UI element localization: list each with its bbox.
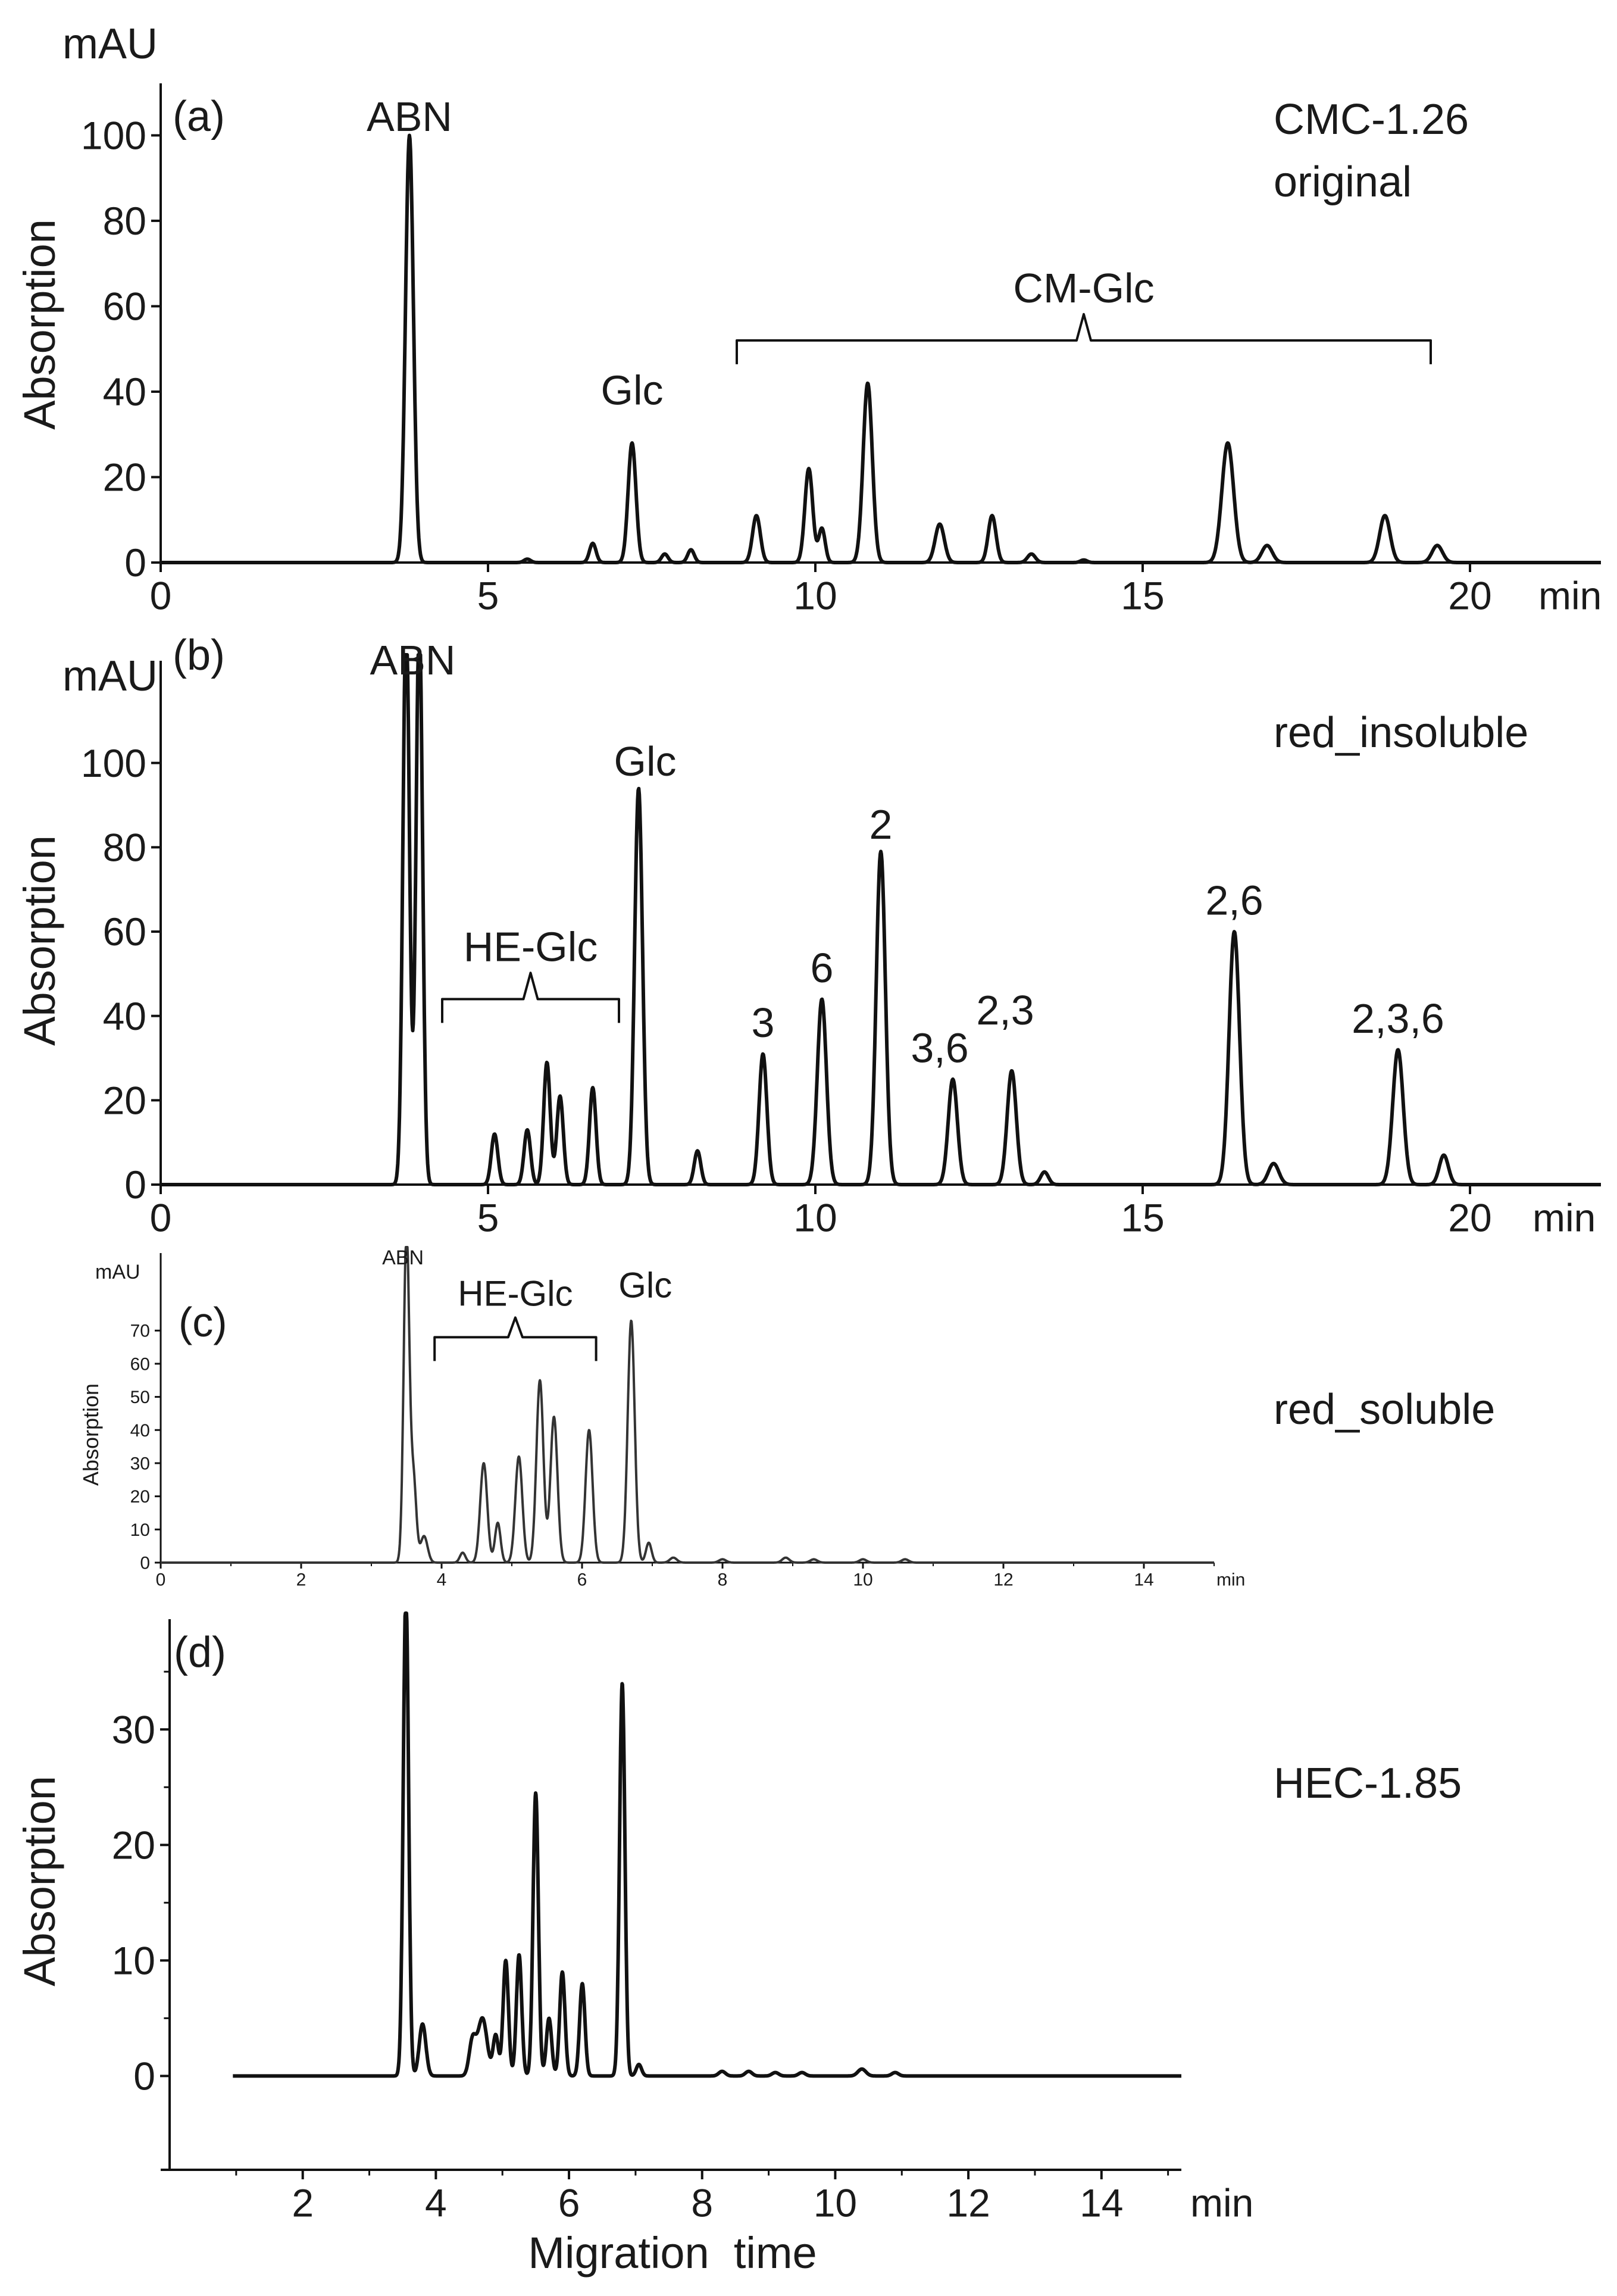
panel-c-y-axis-title: Absorption (79, 1383, 103, 1486)
panel-2-y-tick-label: 20 (130, 1487, 150, 1507)
panel-d-y-axis-title: Absorption (15, 1776, 64, 1986)
panel-d-x-axis-title: Migration time (528, 2228, 817, 2278)
panel-3-x-tick-label: 12 (946, 2181, 990, 2225)
panel-0-x-tick-label: 5 (477, 574, 499, 618)
panel-c-sample-line-1: red_soluble (1274, 1386, 1495, 1433)
panel-1-y-tick-label: 80 (103, 825, 146, 869)
panel-3-x-tick-label: 2 (292, 2181, 314, 2225)
panel-2-bracket (433, 1316, 598, 1361)
panel-b-label: (b) (173, 632, 225, 679)
panel-2-x-unit: min (1216, 1570, 1245, 1590)
panel-1-peak-label: 6 (811, 945, 834, 991)
panel-0-peak-label: ABN (367, 93, 452, 140)
panel-1-y-tick-label: 40 (103, 994, 146, 1038)
panel-0-y-tick-label: 20 (103, 455, 146, 499)
panel-1-bracket-label: HE-Glc (464, 923, 598, 970)
panel-1-peak-label: 2,3 (976, 987, 1034, 1033)
panel-b: mAU (b) Absorption red_insoluble 0204060… (15, 632, 1603, 1240)
panel-a-y-axis-title: Absorption (15, 219, 64, 430)
panel-3-y-tick-label: 30 (112, 1707, 155, 1751)
panel-c-label: (c) (179, 1299, 227, 1345)
panel-1-x-unit: min (1532, 1196, 1596, 1240)
panel-2-peak-label: ABN (382, 1247, 424, 1269)
panel-1-peak-label: 2,3,6 (1352, 995, 1444, 1042)
panel-0-y-tick-label: 40 (103, 370, 146, 414)
panel-2-x-tick-label: 14 (1134, 1570, 1153, 1590)
panel-2-y-tick-label: 10 (130, 1520, 150, 1540)
panel-2-peak-label: Glc (618, 1266, 672, 1305)
panel-0-x-tick-label: 10 (793, 574, 837, 618)
panel-d: (d) Absorption HEC-1.85 Migration time 0… (15, 1611, 1462, 2278)
panel-b-unit-label: mAU (62, 652, 158, 700)
panel-a-unit-label: mAU (62, 20, 158, 68)
panel-3-x-tick-label: 4 (425, 2181, 447, 2225)
panel-0-peak-label: Glc (601, 367, 664, 413)
panel-2-bracket-label: HE-Glc (458, 1273, 573, 1313)
panel-1-peak-label: 2,6 (1205, 877, 1263, 924)
panel-3-y-tick-label: 10 (112, 1938, 155, 1982)
panel-2-y-tick-label: 60 (130, 1354, 150, 1374)
panel-2-y-tick-label: 40 (130, 1421, 150, 1441)
panel-c-trace (159, 1246, 1215, 1564)
panel-a-sample-line-2: original (1274, 158, 1412, 206)
panel-0-y-tick-label: 100 (81, 114, 146, 158)
panel-1-y-tick-label: 100 (81, 741, 146, 785)
panel-2-x-tick-label: 6 (577, 1570, 587, 1590)
panel-0-y-tick-label: 60 (103, 285, 146, 329)
panel-0-bracket (736, 313, 1432, 364)
panel-0-x-tick-label: 15 (1121, 574, 1164, 618)
panel-1-x-tick-label: 5 (477, 1196, 499, 1240)
panel-3-y-tick-label: 0 (133, 2054, 155, 2098)
panel-0-x-tick-label: 0 (150, 574, 172, 618)
panel-d-sample-line-1: HEC-1.85 (1274, 1760, 1462, 1807)
panel-2-y-tick-label: 0 (140, 1554, 150, 1573)
panel-2-x-tick-label: 2 (296, 1570, 306, 1590)
panel-2-x-tick-label: 4 (437, 1570, 447, 1590)
panel-c: mAU (c) Absorption red_soluble 010203040… (79, 1246, 1495, 1590)
panel-b-y-axis-title: Absorption (15, 835, 64, 1046)
panel-d-label: (d) (174, 1629, 226, 1676)
panel-3-x-unit: min (1190, 2181, 1253, 2225)
panel-1-peak-label: 2 (870, 801, 893, 848)
panel-1-peak-label: 3,6 (911, 1025, 968, 1072)
panel-1-y-tick-label: 60 (103, 910, 146, 954)
panel-1-peak-label: ABN (370, 637, 456, 683)
panel-3-x-tick-label: 8 (691, 2181, 713, 2225)
panel-2-x-tick-label: 0 (156, 1570, 166, 1590)
panel-3-y-tick-label: 20 (112, 1823, 155, 1867)
panel-1-x-tick-label: 10 (793, 1196, 837, 1240)
panel-0-y-tick-label: 80 (103, 199, 146, 243)
panel-2-y-tick-label: 30 (130, 1454, 150, 1473)
panel-0-y-tick-label: 0 (124, 541, 146, 585)
panel-a: mAU (a) Absorption CMC-1.26 original 0 20… (15, 20, 1603, 618)
panel-1-peak-label: 3 (752, 999, 775, 1046)
panel-3-x-tick-label: 14 (1080, 2181, 1123, 2225)
panel-c-unit-label: mAU (95, 1261, 140, 1283)
panel-1-y-tick-label: 0 (124, 1163, 146, 1207)
panel-a-sample-line-1: CMC-1.26 (1274, 96, 1469, 143)
panel-b-trace (159, 653, 1603, 1186)
panel-b-sample-line-1: red_insoluble (1274, 709, 1528, 757)
panel-0-bracket-label: CM-Glc (1013, 265, 1154, 311)
panel-2-x-tick-label: 12 (993, 1570, 1013, 1590)
panel-2-x-tick-label: 8 (718, 1570, 728, 1590)
panel-1-x-tick-label: 20 (1448, 1196, 1491, 1240)
panel-a-label: (a) (173, 93, 225, 140)
panel-3-x-tick-label: 6 (558, 2181, 580, 2225)
panel-1-bracket (441, 971, 620, 1023)
panel-0-x-unit: min (1538, 574, 1602, 618)
panel-1-x-tick-label: 15 (1121, 1196, 1164, 1240)
panel-1-x-tick-label: 0 (150, 1196, 172, 1240)
panel-0-x-tick-label: 20 (1448, 574, 1491, 618)
panel-2-y-tick-label: 50 (130, 1388, 150, 1407)
panel-2-y-tick-label: 70 (130, 1322, 150, 1341)
panel-1-peak-label: Glc (614, 738, 677, 785)
panel-d-trace (231, 1611, 1183, 2078)
panel-3-x-tick-label: 10 (814, 2181, 857, 2225)
panel-1-y-tick-label: 20 (103, 1078, 146, 1122)
panel-a-trace (159, 133, 1603, 564)
panel-2-x-tick-label: 10 (853, 1570, 872, 1590)
